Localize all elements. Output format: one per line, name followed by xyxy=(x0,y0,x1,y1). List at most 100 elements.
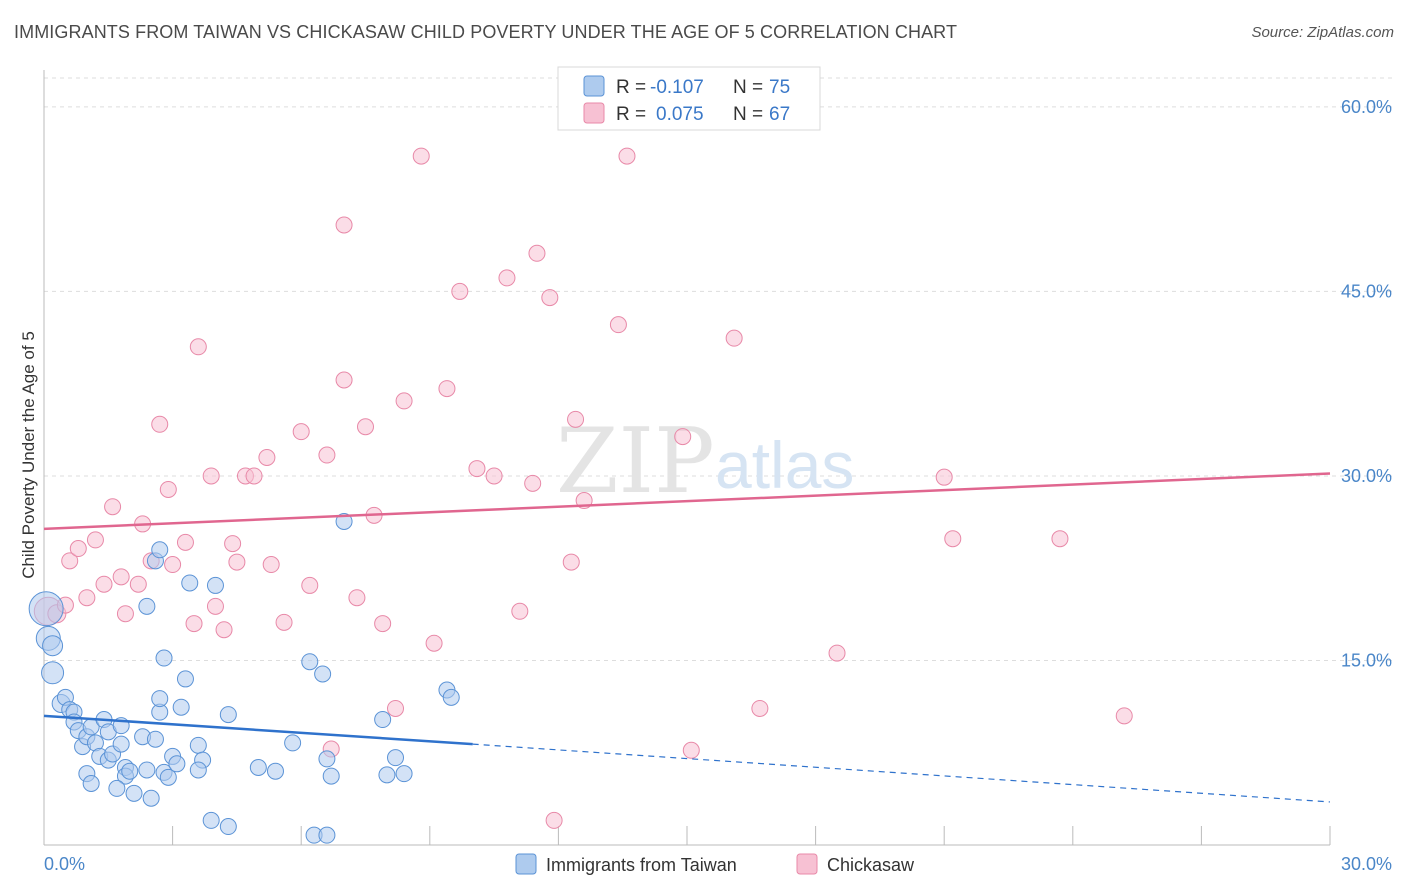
y-axis-label: Child Poverty Under the Age of 5 xyxy=(19,331,38,579)
taiwan-point xyxy=(82,774,100,792)
chickasaw-point xyxy=(185,615,203,633)
taiwan-point xyxy=(151,690,169,708)
chickasaw-point xyxy=(78,589,96,607)
chart-title: IMMIGRANTS FROM TAIWAN VS CHICKASAW CHIL… xyxy=(14,22,958,42)
legend-r-value-taiwan: -0.107 xyxy=(650,77,704,98)
chickasaw-point xyxy=(129,575,147,593)
chickasaw-point xyxy=(104,498,122,516)
chickasaw-point xyxy=(387,699,405,717)
chickasaw-point xyxy=(112,568,130,586)
taiwan-point xyxy=(168,755,186,773)
watermark-atlas: atlas xyxy=(715,428,854,502)
chickasaw-point xyxy=(189,338,207,356)
y-tick-label: 15.0% xyxy=(1341,650,1392,670)
taiwan-point xyxy=(219,706,237,724)
chickasaw-point xyxy=(151,415,169,433)
chickasaw-point xyxy=(159,480,177,498)
taiwan-point xyxy=(146,730,164,748)
chickasaw-point xyxy=(944,530,962,548)
chickasaw-point xyxy=(61,552,79,570)
taiwan-point xyxy=(284,734,302,752)
chickasaw-point xyxy=(468,460,486,478)
taiwan-point xyxy=(176,670,194,688)
chickasaw-point xyxy=(69,540,87,558)
x-tick-label-min: 0.0% xyxy=(44,854,85,874)
taiwan-point xyxy=(181,574,199,592)
taiwan-point xyxy=(189,736,207,754)
y-tick-label: 45.0% xyxy=(1341,281,1392,301)
chickasaw-point xyxy=(275,613,293,631)
chickasaw-point xyxy=(318,446,336,464)
chickasaw-point xyxy=(545,811,563,829)
chickasaw-point xyxy=(674,428,692,446)
x-ticks xyxy=(172,826,1331,845)
taiwan-point xyxy=(318,826,336,844)
legend-n-value-chickasaw: 67 xyxy=(769,104,790,125)
chickasaw-point xyxy=(528,244,546,262)
chickasaw-point xyxy=(357,418,374,436)
taiwan-point xyxy=(322,767,340,785)
chickasaw-point xyxy=(618,147,636,165)
chickasaw-point xyxy=(567,410,585,428)
y-tick-label: 60.0% xyxy=(1341,97,1392,117)
taiwan-point xyxy=(206,576,224,594)
taiwan-point xyxy=(314,665,332,683)
taiwan-point xyxy=(159,768,177,786)
taiwan-point xyxy=(172,698,190,716)
chickasaw-point xyxy=(335,371,353,389)
trend-line-taiwan xyxy=(43,714,473,746)
y-tick-label: 30.0% xyxy=(1341,466,1392,486)
chickasaw-point xyxy=(292,423,310,441)
taiwan-point xyxy=(442,688,460,706)
watermark: ZIP atlas xyxy=(556,409,854,514)
chickasaw-point xyxy=(228,553,246,571)
taiwan-point xyxy=(155,649,173,667)
taiwan-point xyxy=(301,653,319,671)
taiwan-point xyxy=(125,784,143,802)
series-legend: Immigrants from Taiwan Chickasaw xyxy=(515,853,915,875)
chickasaw-point xyxy=(374,615,392,633)
chickasaw-point xyxy=(751,699,769,717)
trend-line-taiwan-extrapolated xyxy=(472,743,1331,803)
trend-line-chickasaw xyxy=(43,472,1331,531)
chickasaw-point xyxy=(498,269,516,287)
gridlines xyxy=(44,77,1392,661)
chickasaw-point xyxy=(258,449,276,466)
taiwan-point xyxy=(266,762,284,780)
chickasaw-point xyxy=(511,602,529,620)
chickasaw-point xyxy=(224,535,242,553)
chickasaw-point xyxy=(301,576,319,594)
chickasaw-point xyxy=(682,741,700,759)
taiwan-point xyxy=(219,818,237,836)
chickasaw-point xyxy=(609,316,627,334)
taiwan-point xyxy=(318,750,336,768)
chickasaw-point xyxy=(206,597,224,615)
chickasaw-point xyxy=(562,553,580,571)
chickasaw-point xyxy=(438,380,456,398)
taiwan-point xyxy=(138,761,156,779)
chickasaw-point xyxy=(935,468,953,486)
chickasaw-point xyxy=(828,644,846,662)
taiwan-point xyxy=(378,766,396,784)
taiwan-point xyxy=(121,762,139,780)
chickasaw-point xyxy=(215,621,233,639)
taiwan-point xyxy=(42,635,64,657)
taiwan-point xyxy=(202,811,220,829)
chickasaw-point xyxy=(1115,707,1133,725)
chickasaw-point xyxy=(95,575,113,593)
taiwan-point xyxy=(335,512,353,530)
chickasaw-point xyxy=(485,467,503,485)
chickasaw-point xyxy=(116,605,134,623)
chickasaw-point xyxy=(335,216,353,234)
legend-r-label-chickasaw: R = xyxy=(616,104,646,125)
legend-n-label-taiwan: N = xyxy=(733,77,763,98)
legend-r-label-taiwan: R = xyxy=(616,77,646,98)
taiwan-point xyxy=(374,711,392,729)
chickasaw-point xyxy=(348,589,366,607)
taiwan-point xyxy=(189,761,207,779)
taiwan-point xyxy=(41,661,65,685)
chickasaw-point xyxy=(541,289,559,307)
chickasaw-point xyxy=(451,282,469,300)
series-legend-swatch-chickasaw xyxy=(796,853,818,875)
source-label: Source: ZipAtlas.com xyxy=(1251,24,1394,41)
